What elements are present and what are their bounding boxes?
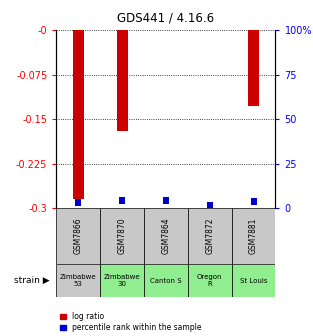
Text: GSM7870: GSM7870 (118, 218, 126, 254)
Bar (250, 198, 257, 205)
Bar (56, 264, 100, 297)
Bar (144, 208, 188, 264)
Text: GSM7872: GSM7872 (205, 218, 214, 254)
Bar (144, 264, 188, 297)
Bar (188, 264, 232, 297)
Legend: log ratio, percentile rank within the sample: log ratio, percentile rank within the sa… (60, 312, 202, 332)
Bar (232, 208, 275, 264)
Bar (100, 208, 144, 264)
Text: Canton S: Canton S (150, 278, 182, 284)
Bar (116, 30, 127, 131)
Text: Oregon
R: Oregon R (197, 274, 223, 287)
Bar (75, 199, 81, 206)
Bar (188, 208, 232, 264)
Bar (163, 197, 169, 204)
Bar (73, 30, 84, 199)
Bar (232, 264, 275, 297)
Bar (248, 30, 259, 106)
Text: GDS441 / 4.16.6: GDS441 / 4.16.6 (117, 12, 214, 25)
Text: St Louis: St Louis (240, 278, 267, 284)
Text: strain ▶: strain ▶ (14, 276, 50, 285)
Text: Zimbabwe
53: Zimbabwe 53 (60, 274, 97, 287)
Text: GSM7866: GSM7866 (74, 218, 83, 254)
Bar (207, 202, 213, 209)
Bar (119, 197, 125, 204)
Text: GSM7881: GSM7881 (249, 218, 258, 254)
Bar (56, 208, 100, 264)
Text: GSM7864: GSM7864 (162, 218, 170, 254)
Bar (100, 264, 144, 297)
Text: Zimbabwe
30: Zimbabwe 30 (104, 274, 141, 287)
